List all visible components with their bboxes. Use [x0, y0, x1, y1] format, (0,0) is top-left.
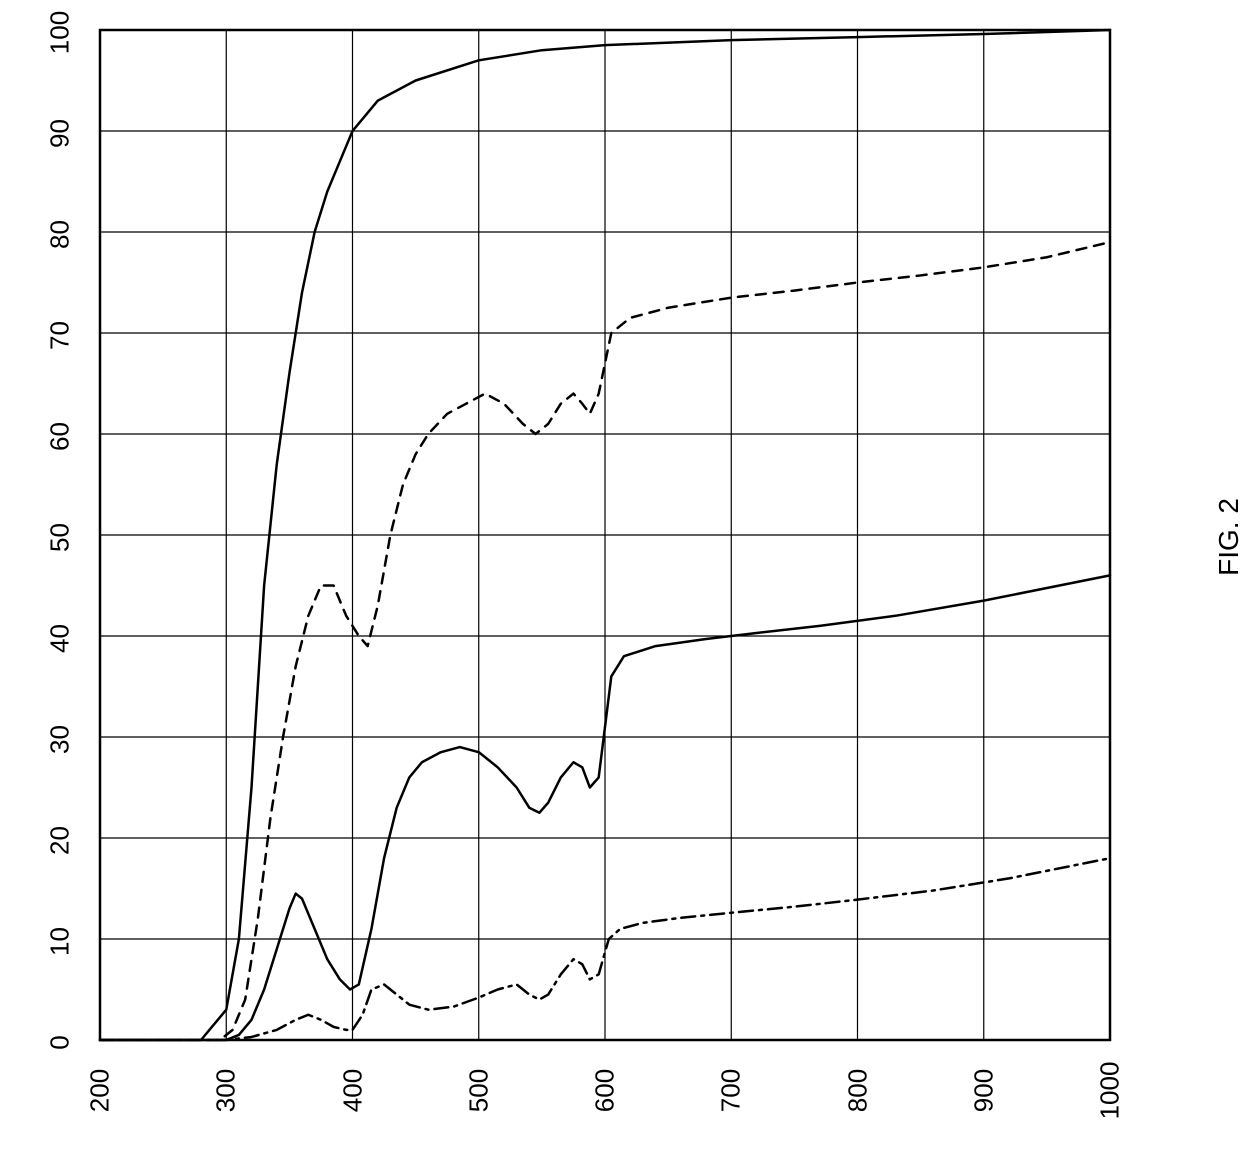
line-chart	[0, 0, 1240, 1151]
y-tick-label: 70	[45, 306, 76, 366]
x-tick-label: 300	[211, 1051, 242, 1131]
y-tick-label: 10	[45, 912, 76, 972]
y-tick-label: 50	[45, 508, 76, 568]
figure-caption: FIG. 2	[1213, 498, 1240, 576]
y-tick-label: 100	[45, 3, 76, 63]
x-tick-label: 500	[463, 1051, 494, 1131]
x-tick-label: 900	[968, 1051, 999, 1131]
y-tick-label: 0	[45, 1013, 76, 1073]
x-tick-label: 600	[590, 1051, 621, 1131]
y-tick-label: 90	[45, 104, 76, 164]
chart-stage: FIG. 2 0 10 20 30 40 50 60 70 80 90 100 200 300 400 50…	[0, 0, 1240, 1151]
y-tick-label: 60	[45, 407, 76, 467]
x-tick-label: 700	[716, 1051, 747, 1131]
x-tick-label: 1000	[1095, 1051, 1126, 1131]
y-tick-label: 80	[45, 205, 76, 265]
y-tick-label: 30	[45, 710, 76, 770]
y-tick-label: 20	[45, 811, 76, 871]
y-tick-label: 40	[45, 609, 76, 669]
x-tick-label: 400	[337, 1051, 368, 1131]
x-tick-label: 200	[85, 1051, 116, 1131]
x-tick-label: 800	[842, 1051, 873, 1131]
